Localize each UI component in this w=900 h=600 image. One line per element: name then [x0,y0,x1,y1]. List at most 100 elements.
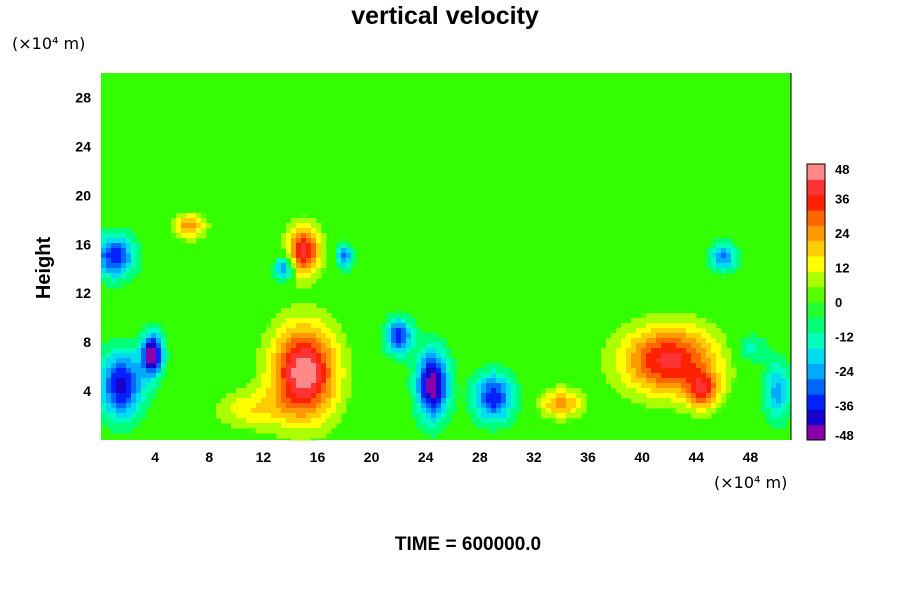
heatmap-cell [266,348,272,354]
heatmap-cell [306,248,312,254]
heatmap-cell [421,428,427,434]
heatmap-cells [101,213,792,441]
heatmap-cell [326,368,332,374]
heatmap-cell [511,398,517,404]
heatmap-cell [311,303,317,309]
heatmap-cell [496,363,502,369]
heatmap-cell [411,373,417,379]
heatmap-cell [566,398,572,404]
heatmap-cell [686,383,692,389]
heatmap-cell [316,258,322,264]
heatmap-cell [336,393,342,399]
heatmap-cell [276,388,282,394]
heatmap-cell [306,263,312,269]
heatmap-cell [291,303,297,309]
heatmap-cell [296,408,302,414]
heatmap-cell [786,403,792,409]
heatmap-cell [346,373,352,379]
heatmap-cell [186,228,192,234]
heatmap-cell [731,368,737,374]
heatmap-cell [566,408,572,414]
heatmap-cell [641,383,647,389]
heatmap-cell [301,238,307,244]
heatmap-cell [331,393,337,399]
heatmap-cell [326,348,332,354]
heatmap-cell [341,268,347,274]
heatmap-cell [681,378,687,384]
heatmap-cell [701,343,707,349]
heatmap-cell [651,313,657,319]
heatmap-cell [136,333,142,339]
heatmap-cell [546,408,552,414]
heatmap-cell [281,333,287,339]
heatmap-cell [121,263,127,269]
heatmap-cell [621,353,627,359]
heatmap-cell [261,373,267,379]
heatmap-cell [411,343,417,349]
heatmap-cell [136,263,142,269]
heatmap-cell [651,318,657,324]
heatmap-cell [641,318,647,324]
heatmap-cell [101,423,107,429]
heatmap-cell [206,223,212,229]
heatmap-cell [491,378,497,384]
heatmap-cell [126,423,132,429]
heatmap-cell [291,238,297,244]
heatmap-cell [121,233,127,239]
heatmap-cell [291,308,297,314]
heatmap-cell [651,348,657,354]
heatmap-cell [186,213,192,219]
heatmap-cell [196,233,202,239]
heatmap-cell [141,383,147,389]
heatmap-cell [301,423,307,429]
heatmap-cell [101,408,107,414]
heatmap-cell [326,393,332,399]
heatmap-cell [551,393,557,399]
heatmap-cell [141,328,147,334]
heatmap-cell [331,363,337,369]
heatmap-cell [666,338,672,344]
heatmap-cell [156,348,162,354]
heatmap-cell [141,413,147,419]
heatmap-cell [341,383,347,389]
heatmap-cell [721,358,727,364]
heatmap-cell [686,388,692,394]
heatmap-cell [346,398,352,404]
heatmap-cell [731,253,737,259]
heatmap-cell [271,263,277,269]
heatmap-cell [286,248,292,254]
heatmap-cell [306,343,312,349]
heatmap-cell [121,408,127,414]
heatmap-cell [466,398,472,404]
heatmap-cell [641,388,647,394]
heatmap-cell [316,253,322,259]
heatmap-cell [116,283,122,289]
heatmap-cell [421,408,427,414]
heatmap-cell [431,338,437,344]
heatmap-cell [716,253,722,259]
time-footer: TIME = 600000.0 [395,534,541,555]
heatmap-cell [116,423,122,429]
heatmap-cell [676,378,682,384]
heatmap-cell [276,363,282,369]
heatmap-cell [496,403,502,409]
heatmap-cell [301,418,307,424]
heatmap-cell [421,348,427,354]
heatmap-cell [276,433,282,439]
heatmap-cell [121,273,127,279]
heatmap-cell [296,388,302,394]
heatmap-cell [626,368,632,374]
heatmap-cell [341,353,347,359]
heatmap-cell [256,373,262,379]
heatmap-cell [111,343,117,349]
heatmap-cell [291,413,297,419]
heatmap-cell [151,373,157,379]
heatmap-cell [121,403,127,409]
heatmap-cell [276,408,282,414]
heatmap-cell [106,243,112,249]
heatmap-cell [691,413,697,419]
heatmap-cell [431,383,437,389]
heatmap-cell [571,393,577,399]
heatmap-cell [701,358,707,364]
heatmap-cell [431,343,437,349]
